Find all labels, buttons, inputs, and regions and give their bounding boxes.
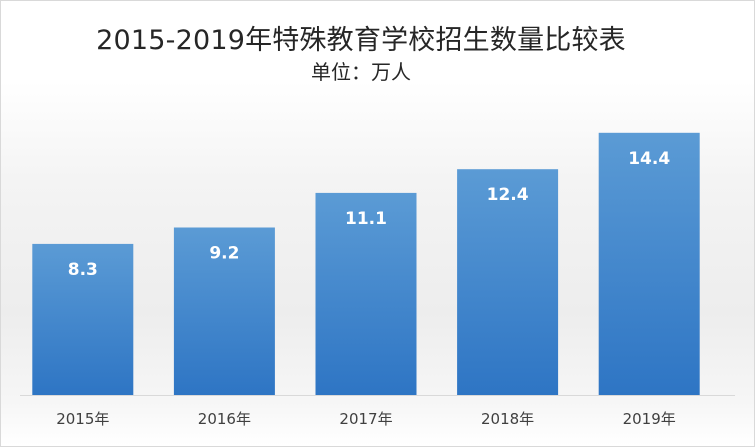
bar-value-label: 12.4: [487, 185, 529, 205]
bar-value-label: 9.2: [209, 244, 239, 264]
x-tick-label: 2017年: [339, 410, 392, 428]
bar-3: [315, 192, 417, 395]
bar-series: 8.3 9.2 11.1 12.4 14.4: [32, 132, 700, 396]
chart-title: 2015-2019年特殊教育学校招生数量比较表: [96, 25, 626, 56]
bar-value-label: 11.1: [345, 209, 387, 229]
x-axis-ticks: 2015年 2016年 2017年 2018年 2019年: [56, 410, 676, 428]
bar-1: [32, 243, 134, 395]
bar-2: [173, 227, 275, 395]
bar-value-label: 14.4: [628, 149, 670, 169]
x-tick-label: 2015年: [56, 410, 109, 428]
x-tick-label: 2019年: [623, 410, 676, 428]
bar-4: [457, 169, 559, 395]
chart-subtitle: 单位：万人: [311, 60, 411, 84]
bar-5: [598, 132, 700, 396]
bar-value-label: 8.3: [68, 260, 98, 280]
x-tick-label: 2016年: [198, 410, 251, 428]
x-tick-label: 2018年: [481, 410, 534, 428]
